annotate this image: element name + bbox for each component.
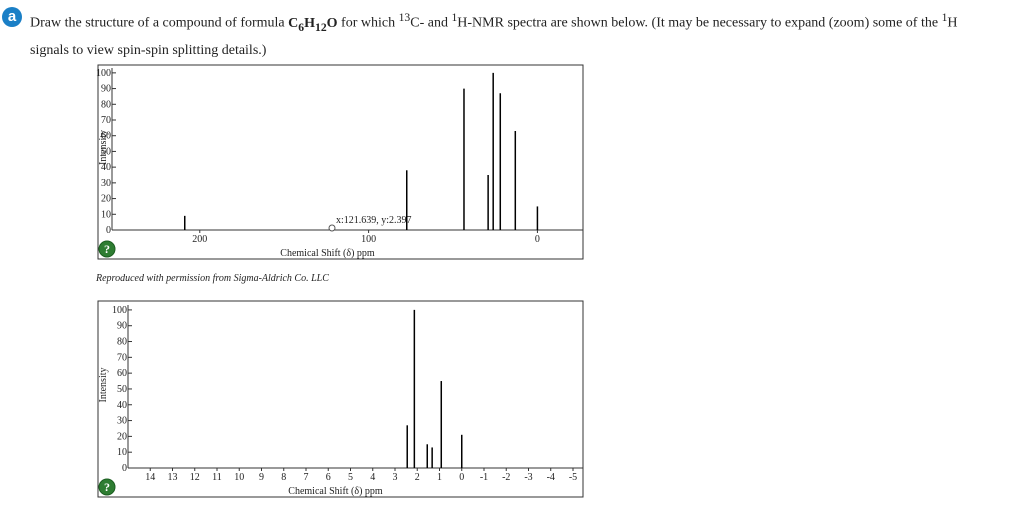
x-tick-label: -5 [569, 472, 577, 483]
text: 1 [941, 11, 948, 24]
y-axis-label: Intensity [98, 130, 109, 165]
x-tick-label: 200 [192, 234, 207, 245]
x-tick-label: 0 [459, 472, 464, 483]
y-tick-label: 60 [101, 131, 111, 142]
x-tick-label: 1 [437, 472, 442, 483]
x-tick-label: 6 [326, 472, 331, 483]
help-label[interactable]: ? [104, 480, 110, 494]
text: C [288, 15, 299, 31]
text: C- and [410, 15, 452, 31]
y-tick-label: 40 [101, 162, 111, 173]
y-tick-label: 70 [101, 115, 111, 126]
y-tick-label: 60 [117, 368, 127, 379]
x-tick-label: -2 [502, 472, 510, 483]
help-button[interactable] [98, 478, 116, 496]
y-tick-label: 80 [101, 99, 111, 110]
y-tick-label: 10 [101, 209, 111, 220]
x-tick-label: -3 [524, 472, 532, 483]
x-tick-label: 4 [370, 472, 375, 483]
chart-frame [97, 64, 584, 260]
help-label[interactable]: ? [104, 242, 110, 256]
y-tick-label: 90 [117, 321, 127, 332]
y-tick-label: 30 [117, 416, 127, 427]
x-tick-label: 9 [259, 472, 264, 483]
y-tick-label: 10 [117, 447, 127, 458]
x-tick-label: 12 [190, 472, 200, 483]
text: 1 [451, 11, 458, 24]
y-tick-label: 50 [101, 146, 111, 157]
text: H [304, 15, 315, 31]
y-tick-label: 30 [101, 178, 111, 189]
y-tick-label: 0 [122, 463, 127, 474]
text: 6 [298, 20, 305, 34]
x-axis-label: Chemical Shift (δ) ppm [280, 248, 375, 259]
y-tick-label: 80 [117, 337, 127, 348]
y-tick-label: 50 [117, 384, 127, 395]
y-tick-label: 0 [106, 225, 111, 236]
help-button[interactable] [98, 240, 116, 258]
x-tick-label: 5 [348, 472, 353, 483]
x-tick-label: 100 [361, 234, 376, 245]
y-tick-label: 90 [101, 84, 111, 95]
y-tick-label: 100 [96, 68, 111, 79]
text: H signals to view spin-spin splitting de… [30, 15, 958, 59]
cursor-readout: x:121.639, y:2.397 [336, 215, 412, 226]
y-tick-label: 100 [112, 305, 127, 316]
y-tick-label: 20 [101, 194, 111, 205]
y-axis-label: Intensity [98, 368, 109, 403]
x-tick-label: 8 [281, 472, 286, 483]
text: 13 [398, 11, 411, 24]
cursor-marker [328, 224, 336, 232]
x-tick-label: 10 [234, 472, 244, 483]
text: H-NMR spectra are shown below. (It may b… [457, 15, 942, 31]
x-tick-label: 13 [167, 472, 177, 483]
caption: Reproduced with permission from Sigma-Al… [96, 273, 329, 284]
x-tick-label: 11 [212, 472, 222, 483]
y-tick-label: 70 [117, 352, 127, 363]
text: Draw the structure of a compound of form… [30, 15, 289, 31]
formula: C6H12O [288, 15, 338, 34]
x-tick-label: 7 [303, 472, 308, 483]
question-badge: a [2, 7, 22, 27]
text: O [326, 15, 338, 31]
x-tick-label: 2 [415, 472, 420, 483]
x-tick-label: -1 [480, 472, 488, 483]
text: 12 [314, 20, 327, 34]
x-tick-label: 0 [535, 234, 540, 245]
text: for which [337, 15, 399, 31]
x-tick-label: 3 [392, 472, 397, 483]
chart-frame [97, 300, 584, 498]
y-tick-label: 20 [117, 431, 127, 442]
x-axis-label: Chemical Shift (δ) ppm [288, 486, 383, 497]
y-tick-label: 40 [117, 400, 127, 411]
question-text: Draw the structure of a compound of form… [30, 6, 990, 63]
x-tick-label: 14 [145, 472, 155, 483]
x-tick-label: -4 [547, 472, 555, 483]
